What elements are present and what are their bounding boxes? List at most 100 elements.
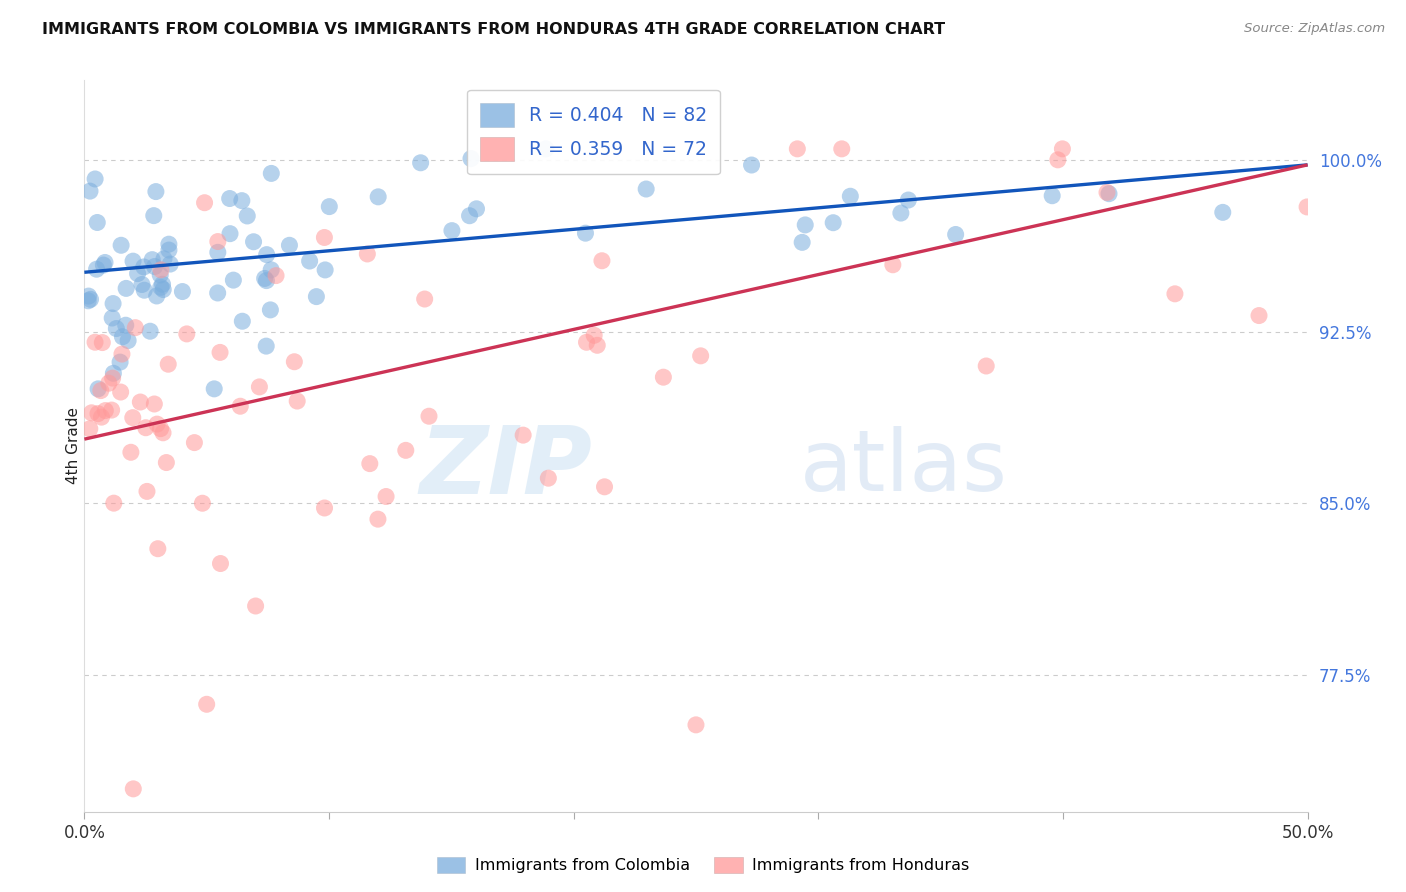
Point: [256, 247, 278, 261]
Point: [202, 382, 225, 396]
Point: [149, 280, 172, 294]
Point: [93, 258, 115, 272]
Point: [741, 158, 763, 172]
Point: [176, 326, 198, 341]
Point: [1247, 309, 1270, 323]
Point: [1212, 205, 1234, 219]
Point: [247, 380, 270, 394]
Point: [593, 480, 616, 494]
Legend: Immigrants from Colombia, Immigrants from Honduras: Immigrants from Colombia, Immigrants fro…: [430, 850, 976, 880]
Point: [108, 355, 131, 369]
Point: [141, 252, 163, 267]
Point: [77, 293, 100, 308]
Point: [305, 290, 328, 304]
Point: [367, 190, 389, 204]
Point: [575, 335, 598, 350]
Point: [157, 357, 180, 371]
Point: [318, 200, 340, 214]
Point: [413, 292, 436, 306]
Point: [97, 376, 120, 391]
Point: [149, 268, 172, 282]
Point: [146, 417, 169, 431]
Point: [101, 311, 124, 326]
Point: [1040, 188, 1063, 202]
Point: [86, 262, 108, 277]
Point: [191, 496, 214, 510]
Point: [91, 335, 114, 350]
Point: [1098, 186, 1121, 201]
Point: [1052, 142, 1074, 156]
Point: [87, 407, 110, 421]
Point: [110, 385, 132, 400]
Point: [534, 142, 557, 156]
Point: [136, 484, 159, 499]
Point: [209, 557, 232, 571]
Point: [79, 293, 101, 307]
Point: [90, 410, 112, 425]
Point: [418, 409, 440, 424]
Point: [129, 395, 152, 409]
Point: [395, 443, 418, 458]
Point: [80, 406, 103, 420]
Point: [794, 218, 817, 232]
Point: [409, 155, 432, 169]
Point: [245, 599, 267, 613]
Point: [222, 273, 245, 287]
Point: [149, 262, 172, 277]
Point: [146, 541, 169, 556]
Point: [574, 226, 596, 240]
Text: Source: ZipAtlas.com: Source: ZipAtlas.com: [1244, 22, 1385, 36]
Point: [1046, 153, 1069, 167]
Point: [124, 320, 146, 334]
Point: [537, 471, 560, 485]
Point: [1164, 286, 1187, 301]
Point: [458, 209, 481, 223]
Point: [231, 194, 253, 208]
Point: [120, 445, 142, 459]
Point: [839, 189, 862, 203]
Point: [159, 257, 181, 271]
Point: [440, 224, 463, 238]
Text: atlas: atlas: [800, 426, 1008, 509]
Point: [359, 457, 381, 471]
Point: [460, 152, 482, 166]
Point: [195, 698, 218, 712]
Point: [367, 512, 389, 526]
Point: [945, 227, 967, 242]
Point: [134, 283, 156, 297]
Point: [314, 263, 336, 277]
Point: [121, 410, 143, 425]
Point: [512, 428, 534, 442]
Y-axis label: 4th Grade: 4th Grade: [66, 408, 80, 484]
Point: [157, 237, 180, 252]
Point: [183, 435, 205, 450]
Point: [254, 339, 277, 353]
Point: [135, 421, 157, 435]
Point: [689, 349, 711, 363]
Point: [831, 142, 853, 156]
Point: [823, 216, 845, 230]
Point: [79, 184, 101, 198]
Text: IMMIGRANTS FROM COLOMBIA VS IMMIGRANTS FROM HONDURAS 4TH GRADE CORRELATION CHART: IMMIGRANTS FROM COLOMBIA VS IMMIGRANTS F…: [42, 22, 945, 37]
Point: [143, 260, 166, 274]
Point: [132, 260, 155, 274]
Point: [218, 192, 240, 206]
Point: [84, 335, 107, 350]
Point: [652, 370, 675, 384]
Point: [155, 456, 177, 470]
Point: [897, 193, 920, 207]
Point: [105, 321, 128, 335]
Point: [314, 500, 336, 515]
Point: [77, 289, 100, 303]
Point: [103, 366, 125, 380]
Point: [207, 245, 229, 260]
Point: [90, 384, 112, 398]
Point: [122, 781, 145, 796]
Point: [264, 268, 287, 283]
Point: [101, 296, 124, 310]
Point: [100, 403, 122, 417]
Point: [882, 258, 904, 272]
Legend: R = 0.404   N = 82, R = 0.359   N = 72: R = 0.404 N = 82, R = 0.359 N = 72: [467, 90, 720, 175]
Point: [231, 314, 253, 328]
Point: [101, 371, 124, 385]
